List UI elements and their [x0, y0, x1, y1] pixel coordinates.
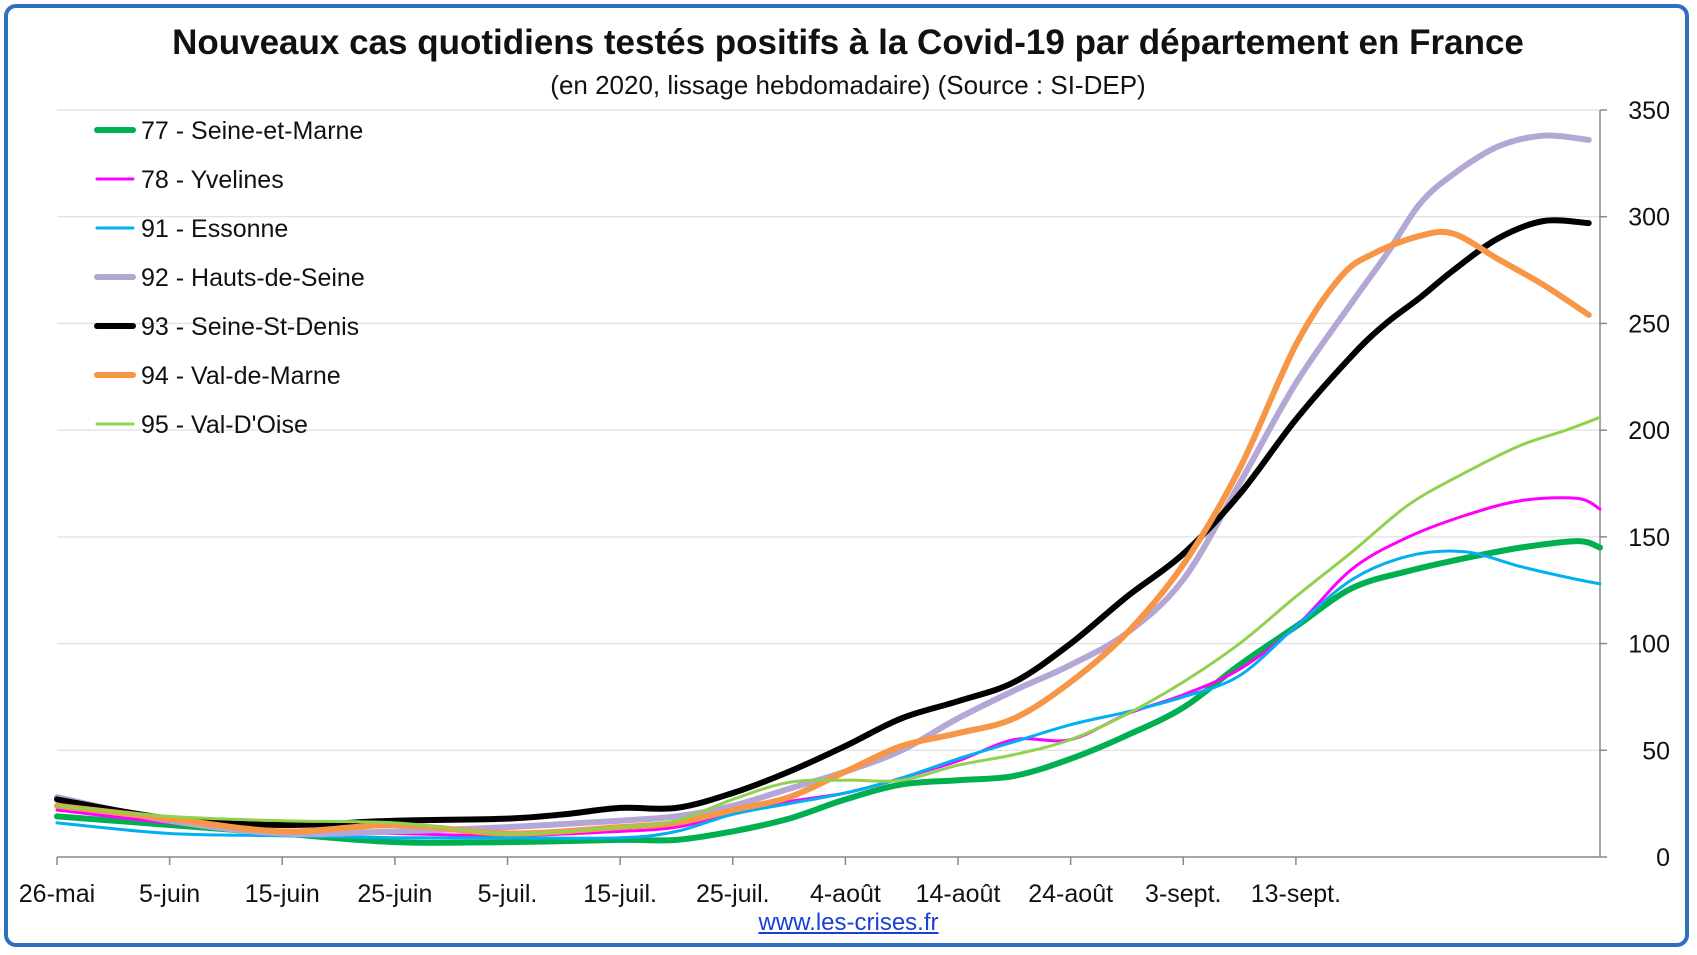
legend-label: 94 - Val-de-Marne [141, 362, 341, 390]
x-tick-label: 25-juil. [696, 880, 770, 908]
x-tick-label: 25-juin [357, 880, 432, 908]
chart-title: Nouveaux cas quotidiens testés positifs … [172, 23, 1524, 62]
x-tick-label: 14-août [916, 880, 1001, 908]
x-tick-label: 15-juil. [583, 880, 657, 908]
legend-label: 95 - Val-D'Oise [141, 411, 308, 439]
series-lines [54, 132, 1603, 846]
chart-frame [4, 4, 1689, 947]
gridlines [57, 109, 1607, 858]
legend-label: 93 - Seine-St-Denis [141, 313, 359, 341]
x-tick-label: 5-juin [139, 880, 200, 908]
y-tick-label: 300 [1628, 204, 1670, 232]
y-tick-label: 200 [1628, 417, 1670, 445]
axes [56, 110, 1601, 865]
x-tick-label: 24-août [1028, 880, 1113, 908]
source-link[interactable]: www.les-crises.fr [758, 909, 939, 936]
y-axis-tick-labels: 0 50 100 150 200 250 300 350 [1628, 97, 1670, 872]
x-tick-label: 5-juil. [478, 880, 538, 908]
chart-subtitle: (en 2020, lissage hebdomadaire) (Source … [550, 70, 1145, 100]
y-tick-label: 250 [1628, 310, 1670, 338]
y-tick-label: 0 [1656, 844, 1670, 872]
x-tick-label: 4-août [810, 880, 881, 908]
y-tick-label: 350 [1628, 97, 1670, 125]
x-axis-tick-labels: 26-mai 5-juin 15-juin 25-juin 5-juil. 15-juil… [19, 880, 1341, 908]
y-tick-label: 150 [1628, 524, 1670, 552]
series-line-95 [55, 415, 1602, 836]
series-line-93 [54, 217, 1592, 829]
source-link-container: www.les-crises.fr [0, 909, 1697, 937]
legend-label: 77 - Seine-et-Marne [141, 117, 363, 145]
legend-label: 92 - Hauts-de-Seine [141, 264, 365, 292]
x-tick-label: 3-sept. [1145, 880, 1221, 908]
series-line-91 [55, 549, 1602, 840]
x-tick-label: 26-mai [19, 880, 95, 908]
x-tick-label: 15-juin [245, 880, 320, 908]
legend-label: 91 - Essonne [141, 215, 288, 243]
x-tick-label: 13-sept. [1251, 880, 1341, 908]
series-line-77 [54, 538, 1603, 846]
y-tick-label: 100 [1628, 631, 1670, 659]
legend: 77 - Seine-et-Marne 78 - Yvelines 91 - Ess… [94, 117, 365, 439]
legend-label: 78 - Yvelines [141, 166, 284, 194]
y-tick-label: 50 [1642, 737, 1670, 765]
series-line-78 [55, 496, 1602, 838]
